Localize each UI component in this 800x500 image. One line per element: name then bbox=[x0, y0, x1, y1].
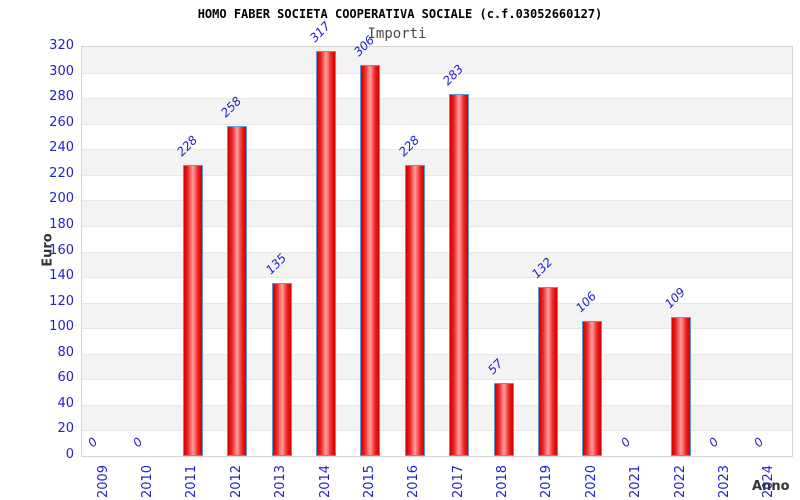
gridline bbox=[82, 98, 792, 100]
x-tick-label-2016: 2016 bbox=[406, 464, 422, 498]
gridline bbox=[82, 123, 792, 125]
data-label-2010: 0 bbox=[129, 434, 145, 450]
y-tick-label: 160 bbox=[49, 242, 74, 258]
x-tick-label-2010: 2010 bbox=[140, 464, 156, 498]
gridline bbox=[82, 200, 792, 202]
x-tick-label-2014: 2014 bbox=[317, 464, 333, 498]
x-tick-label-2013: 2013 bbox=[273, 464, 289, 498]
x-tick-label-2018: 2018 bbox=[495, 464, 511, 498]
bar-2013 bbox=[271, 283, 292, 456]
gridline bbox=[82, 72, 792, 74]
gridline bbox=[82, 404, 792, 406]
y-tick-label: 200 bbox=[49, 191, 74, 207]
gridline bbox=[82, 379, 792, 381]
plot-area: 0 0 228 258 135 317 306 228 283 57 132 106 0 109 0 0 bbox=[81, 19, 793, 457]
bar-2017 bbox=[449, 94, 470, 456]
y-tick-label: 180 bbox=[49, 216, 74, 232]
x-axis-title: Anno bbox=[752, 479, 790, 494]
y-tick-label: 320 bbox=[49, 38, 74, 53]
x-tick-label-2020: 2020 bbox=[583, 464, 599, 498]
y-tick-label: 40 bbox=[57, 395, 74, 411]
bar-2016 bbox=[404, 164, 425, 456]
y-tick-label: 220 bbox=[49, 165, 74, 181]
bar-2015 bbox=[360, 64, 381, 456]
data-label-2023: 0 bbox=[706, 434, 722, 450]
y-tick-label: 100 bbox=[49, 319, 74, 335]
gridline bbox=[82, 328, 792, 330]
bar-2018 bbox=[493, 383, 514, 456]
x-tick-label-2023: 2023 bbox=[716, 464, 732, 498]
y-tick-label: 20 bbox=[57, 421, 74, 437]
grid-band bbox=[82, 47, 792, 73]
chart-subtitle: Importi bbox=[367, 26, 427, 42]
y-tick-label: 240 bbox=[49, 140, 74, 156]
bar-2011 bbox=[182, 164, 203, 456]
bar-2020 bbox=[582, 320, 603, 456]
y-tick-label: 60 bbox=[57, 370, 74, 386]
gridline bbox=[82, 149, 792, 151]
data-label-2021: 0 bbox=[617, 434, 634, 450]
x-tick-label-2017: 2017 bbox=[450, 464, 466, 498]
bar-2022 bbox=[671, 316, 692, 456]
y-tick-label: 0 bbox=[65, 447, 74, 462]
bar-2014 bbox=[316, 50, 337, 456]
x-tick-label-2024: 2024 bbox=[761, 464, 777, 498]
gridline bbox=[82, 430, 792, 432]
x-tick-label-2021: 2021 bbox=[628, 464, 644, 498]
gridline bbox=[82, 174, 792, 176]
x-tick-label-2015: 2015 bbox=[361, 464, 377, 498]
data-label-2024: 0 bbox=[750, 434, 767, 450]
y-tick-label: 300 bbox=[49, 63, 74, 79]
gridline bbox=[82, 302, 792, 304]
gridline bbox=[82, 251, 792, 253]
grid-band bbox=[82, 98, 792, 124]
gridline bbox=[82, 277, 792, 279]
y-tick-label: 120 bbox=[49, 293, 74, 309]
x-tick-label-2012: 2012 bbox=[228, 464, 244, 498]
y-tick-label: 140 bbox=[49, 268, 74, 284]
x-tick-label-2009: 2009 bbox=[95, 464, 111, 498]
x-tick-label-2022: 2022 bbox=[672, 464, 688, 498]
gridline bbox=[82, 225, 792, 227]
x-tick-label-2019: 2019 bbox=[539, 464, 555, 498]
y-tick-label: 280 bbox=[49, 89, 74, 105]
data-label-2009: 0 bbox=[85, 434, 101, 450]
gridline bbox=[82, 353, 792, 355]
bar-2012 bbox=[227, 126, 248, 456]
y-tick-label: 260 bbox=[49, 114, 74, 130]
y-tick-label: 80 bbox=[57, 344, 74, 360]
chart-title: HOMO FABER SOCIETA COOPERATIVA SOCIALE (… bbox=[197, 7, 603, 21]
bar-2019 bbox=[537, 287, 558, 456]
x-tick-label-2011: 2011 bbox=[184, 464, 200, 498]
